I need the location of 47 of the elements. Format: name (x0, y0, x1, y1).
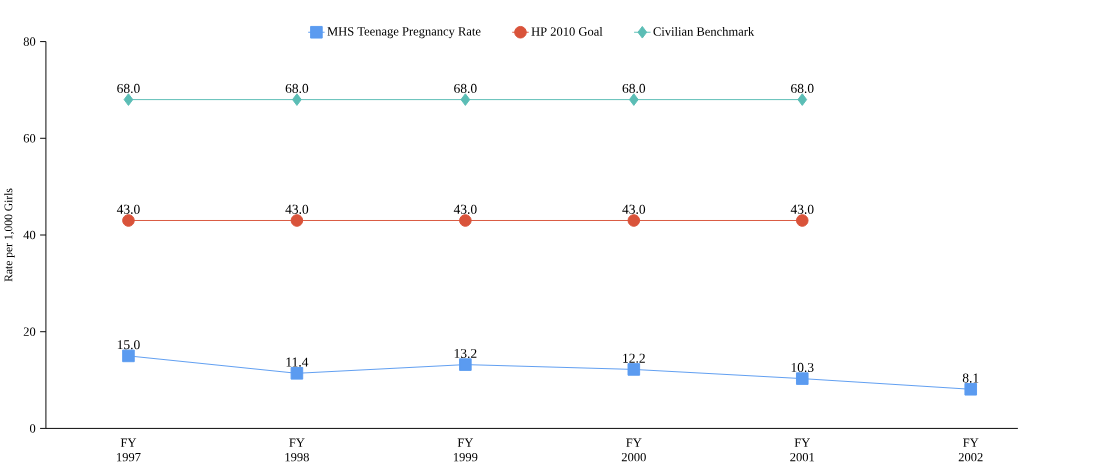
point (459, 358, 472, 371)
legend-label: Civilian Benchmark (653, 27, 755, 36)
x-tick-label: FY 1998 (285, 438, 309, 462)
point (122, 214, 135, 227)
point (460, 93, 471, 106)
x-tick-label: FY 2002 (958, 438, 983, 462)
data-label: 12.2 (623, 353, 645, 363)
x-tick-label: FY 1997 (117, 438, 141, 462)
point (627, 214, 641, 227)
point (797, 93, 808, 106)
y-tick-label: 0 (29, 424, 36, 433)
data-label: 11.4 (286, 357, 309, 367)
y-tick-label: 60 (23, 134, 36, 143)
point (122, 349, 135, 363)
point (628, 93, 639, 106)
data-label: 43.0 (622, 204, 646, 214)
point (123, 93, 134, 106)
data-label: 10.3 (791, 362, 814, 373)
data-label: 8.1 (962, 373, 979, 383)
data-label: 15.0 (117, 340, 140, 350)
data-label: 68.0 (454, 83, 477, 94)
data-label: 68.0 (791, 83, 814, 94)
legend-label: MHS Teenage Pregnancy Rate (327, 27, 481, 39)
data-label: 43.0 (790, 204, 814, 214)
y-tick-label: 20 (23, 327, 36, 337)
point (292, 93, 302, 106)
x-tick-label: FY 1999 (453, 438, 478, 462)
point (795, 372, 809, 385)
data-label: 43.0 (285, 204, 309, 214)
point (795, 214, 809, 227)
y-axis-title: Rate per 1,000 Girls (4, 188, 15, 282)
data-label: 68.0 (117, 83, 140, 94)
x-tick-label: FY 2000 (621, 438, 646, 462)
data-label: 68.0 (622, 83, 646, 94)
x-tick-label: FY 2001 (790, 438, 815, 462)
point (627, 363, 641, 376)
data-label: 13.2 (454, 348, 477, 359)
point (964, 383, 978, 396)
data-label: 68.0 (285, 83, 309, 94)
point (290, 367, 304, 380)
y-tick-label: 40 (23, 230, 36, 240)
point (459, 214, 472, 227)
data-label: 43.0 (453, 204, 477, 214)
legend-label: HP 2010 Goal (531, 27, 603, 36)
data-label: 43.0 (116, 204, 140, 214)
y-tick-label: 80 (23, 37, 36, 46)
point (290, 214, 304, 227)
